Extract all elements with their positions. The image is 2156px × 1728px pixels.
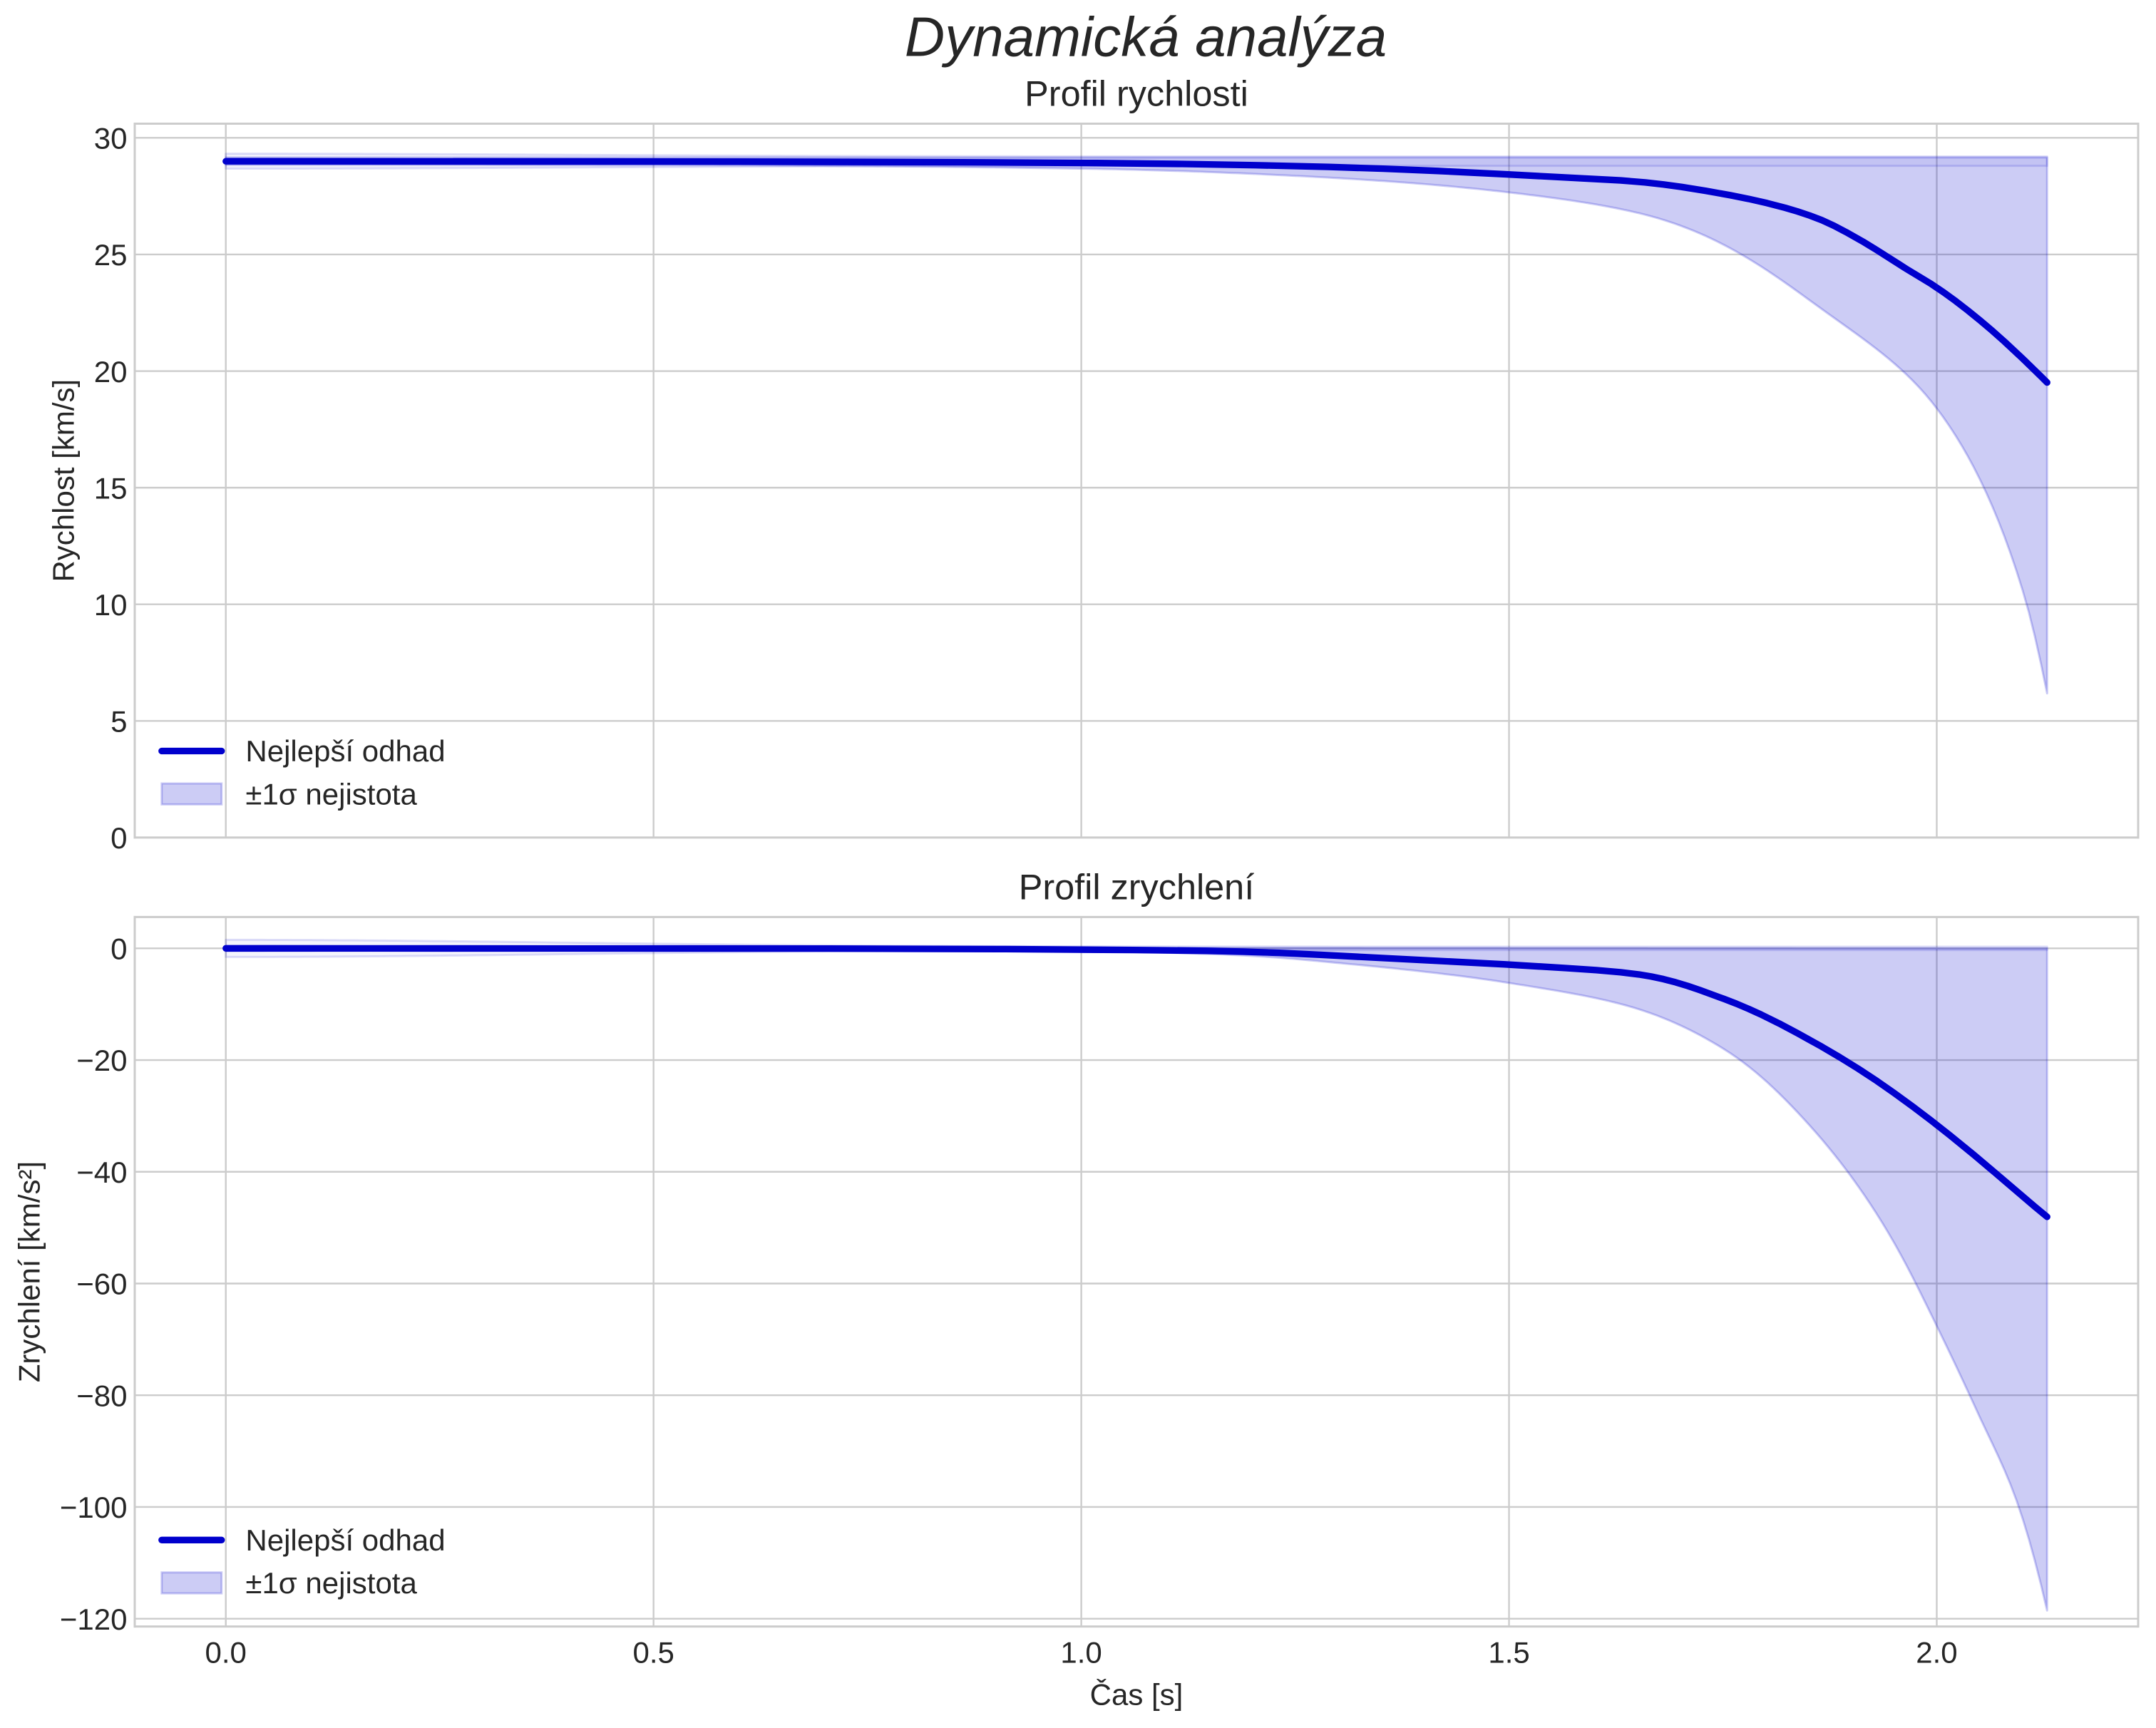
svg-text:20: 20: [94, 355, 128, 389]
svg-text:0.0: 0.0: [205, 1636, 247, 1670]
svg-text:±1σ nejistota: ±1σ nejistota: [245, 1566, 417, 1600]
svg-text:10: 10: [94, 588, 128, 622]
svg-text:−80: −80: [76, 1379, 127, 1412]
svg-text:2.0: 2.0: [1916, 1636, 1957, 1670]
svg-text:30: 30: [94, 122, 128, 155]
svg-text:0: 0: [111, 821, 127, 855]
svg-text:−100: −100: [60, 1491, 128, 1524]
svg-text:5: 5: [111, 705, 127, 739]
svg-text:Rychlost [km/s]: Rychlost [km/s]: [47, 379, 81, 582]
svg-text:Zrychlení [km/s²]: Zrychlení [km/s²]: [13, 1161, 46, 1382]
svg-text:15: 15: [94, 471, 128, 505]
svg-text:Čas [s]: Čas [s]: [1090, 1677, 1184, 1711]
svg-text:−120: −120: [60, 1603, 128, 1636]
svg-text:0.5: 0.5: [632, 1636, 674, 1670]
svg-text:Profil zrychlení: Profil zrychlení: [1019, 866, 1254, 907]
svg-text:Nejlepší odhad: Nejlepší odhad: [245, 734, 445, 768]
svg-text:1.0: 1.0: [1060, 1636, 1102, 1670]
svg-text:Nejlepší odhad: Nejlepší odhad: [245, 1523, 445, 1557]
svg-text:Dynamická analýza: Dynamická analýza: [905, 5, 1387, 68]
svg-text:±1σ nejistota: ±1σ nejistota: [245, 777, 417, 811]
svg-text:−60: −60: [76, 1267, 127, 1301]
svg-text:−40: −40: [76, 1156, 127, 1189]
svg-text:Profil rychlosti: Profil rychlosti: [1025, 73, 1248, 114]
svg-text:0: 0: [111, 932, 127, 965]
svg-text:−20: −20: [76, 1044, 127, 1077]
svg-text:25: 25: [94, 238, 128, 272]
svg-text:1.5: 1.5: [1488, 1636, 1529, 1670]
